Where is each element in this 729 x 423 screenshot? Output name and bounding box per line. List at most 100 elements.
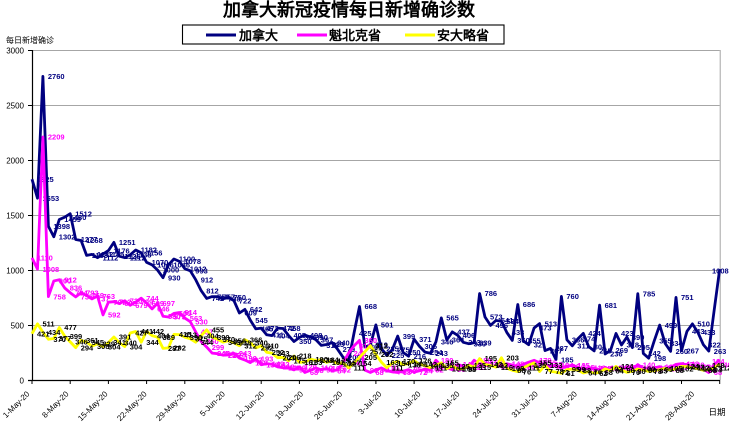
svg-text:295: 295 bbox=[637, 343, 650, 352]
svg-text:605: 605 bbox=[179, 309, 192, 318]
svg-text:812: 812 bbox=[206, 286, 219, 295]
svg-text:142: 142 bbox=[277, 360, 290, 369]
svg-text:1000: 1000 bbox=[163, 266, 180, 275]
svg-text:513: 513 bbox=[545, 319, 558, 328]
svg-text:433: 433 bbox=[512, 328, 525, 337]
svg-text:427: 427 bbox=[135, 329, 148, 338]
svg-text:135: 135 bbox=[441, 361, 454, 370]
svg-text:108: 108 bbox=[512, 364, 525, 373]
svg-text:74: 74 bbox=[397, 368, 406, 377]
svg-text:312: 312 bbox=[244, 341, 257, 350]
svg-text:415: 415 bbox=[179, 330, 192, 339]
svg-text:112: 112 bbox=[697, 363, 709, 372]
svg-text:668: 668 bbox=[365, 302, 378, 311]
svg-text:80: 80 bbox=[408, 367, 416, 376]
svg-text:510: 510 bbox=[697, 320, 710, 329]
svg-text:287: 287 bbox=[556, 344, 569, 353]
svg-text:404: 404 bbox=[157, 331, 170, 340]
svg-text:135: 135 bbox=[474, 361, 487, 370]
svg-text:1000: 1000 bbox=[6, 266, 24, 275]
svg-text:642: 642 bbox=[250, 305, 263, 314]
svg-text:日期: 日期 bbox=[709, 407, 726, 417]
svg-text:148: 148 bbox=[512, 359, 525, 368]
svg-text:111: 111 bbox=[354, 364, 366, 373]
svg-text:2760: 2760 bbox=[48, 72, 65, 81]
svg-text:361: 361 bbox=[86, 336, 99, 345]
svg-text:1302: 1302 bbox=[59, 233, 76, 242]
svg-text:154: 154 bbox=[397, 359, 410, 368]
svg-text:329: 329 bbox=[103, 340, 116, 349]
svg-text:386: 386 bbox=[304, 333, 317, 342]
svg-text:魁北克省: 魁北克省 bbox=[329, 28, 381, 43]
svg-text:345: 345 bbox=[92, 338, 105, 347]
svg-text:加拿大: 加拿大 bbox=[238, 28, 278, 43]
svg-text:239: 239 bbox=[223, 349, 236, 358]
svg-text:245: 245 bbox=[354, 349, 367, 358]
svg-text:344: 344 bbox=[201, 338, 214, 347]
svg-text:340: 340 bbox=[255, 338, 268, 347]
svg-text:609: 609 bbox=[244, 309, 257, 318]
svg-text:367: 367 bbox=[321, 335, 334, 344]
svg-text:267: 267 bbox=[687, 346, 700, 355]
svg-text:206: 206 bbox=[288, 353, 301, 362]
svg-text:100: 100 bbox=[430, 365, 443, 374]
svg-text:592: 592 bbox=[108, 311, 121, 320]
svg-text:92: 92 bbox=[435, 366, 443, 375]
svg-text:203: 203 bbox=[283, 353, 296, 362]
svg-text:105: 105 bbox=[627, 364, 640, 373]
svg-text:88: 88 bbox=[583, 366, 591, 375]
svg-text:275: 275 bbox=[397, 345, 410, 354]
svg-text:68: 68 bbox=[310, 368, 318, 377]
svg-text:473: 473 bbox=[539, 324, 552, 333]
svg-text:404: 404 bbox=[206, 331, 219, 340]
svg-text:105: 105 bbox=[670, 364, 683, 373]
svg-text:115: 115 bbox=[583, 363, 595, 372]
svg-text:686: 686 bbox=[523, 300, 536, 309]
svg-text:496: 496 bbox=[496, 321, 509, 330]
svg-text:80: 80 bbox=[637, 367, 645, 376]
svg-text:132: 132 bbox=[496, 361, 509, 370]
svg-text:465: 465 bbox=[261, 325, 274, 334]
svg-text:112: 112 bbox=[719, 363, 729, 372]
svg-text:92: 92 bbox=[343, 366, 351, 375]
svg-text:1182: 1182 bbox=[141, 246, 157, 255]
svg-text:751: 751 bbox=[681, 293, 694, 302]
svg-text:115: 115 bbox=[474, 363, 486, 372]
svg-text:338: 338 bbox=[239, 339, 252, 348]
svg-text:742: 742 bbox=[212, 294, 225, 303]
svg-text:1512: 1512 bbox=[75, 209, 92, 218]
svg-text:118: 118 bbox=[621, 363, 633, 372]
svg-text:225: 225 bbox=[228, 351, 241, 360]
svg-text:161: 161 bbox=[332, 358, 345, 367]
svg-text:1138: 1138 bbox=[135, 251, 151, 260]
svg-text:390: 390 bbox=[217, 333, 230, 342]
svg-text:142: 142 bbox=[681, 360, 694, 369]
svg-text:155: 155 bbox=[446, 359, 459, 368]
svg-text:124: 124 bbox=[621, 362, 634, 371]
svg-text:142: 142 bbox=[550, 360, 563, 369]
svg-text:180: 180 bbox=[441, 356, 454, 365]
svg-text:115: 115 bbox=[479, 363, 491, 372]
svg-text:737: 737 bbox=[97, 295, 110, 304]
svg-text:102: 102 bbox=[681, 365, 694, 374]
svg-text:472: 472 bbox=[283, 324, 296, 333]
svg-text:111: 111 bbox=[288, 364, 300, 373]
svg-text:294: 294 bbox=[81, 343, 94, 352]
svg-text:99: 99 bbox=[468, 365, 476, 374]
svg-text:501: 501 bbox=[381, 321, 394, 330]
svg-text:1653: 1653 bbox=[43, 194, 60, 203]
svg-text:182: 182 bbox=[250, 356, 263, 365]
svg-text:124: 124 bbox=[687, 362, 700, 371]
svg-text:243: 243 bbox=[277, 349, 290, 358]
svg-text:346: 346 bbox=[75, 338, 88, 347]
svg-text:131: 131 bbox=[506, 361, 519, 370]
svg-text:356: 356 bbox=[234, 337, 247, 346]
svg-text:1100: 1100 bbox=[179, 255, 195, 264]
svg-text:120: 120 bbox=[703, 363, 716, 372]
svg-text:434: 434 bbox=[48, 328, 61, 337]
svg-text:755: 755 bbox=[81, 293, 94, 302]
svg-text:1176: 1176 bbox=[113, 246, 129, 255]
svg-text:1398: 1398 bbox=[53, 222, 70, 231]
svg-text:122: 122 bbox=[692, 362, 705, 371]
svg-text:279: 279 bbox=[343, 345, 356, 354]
